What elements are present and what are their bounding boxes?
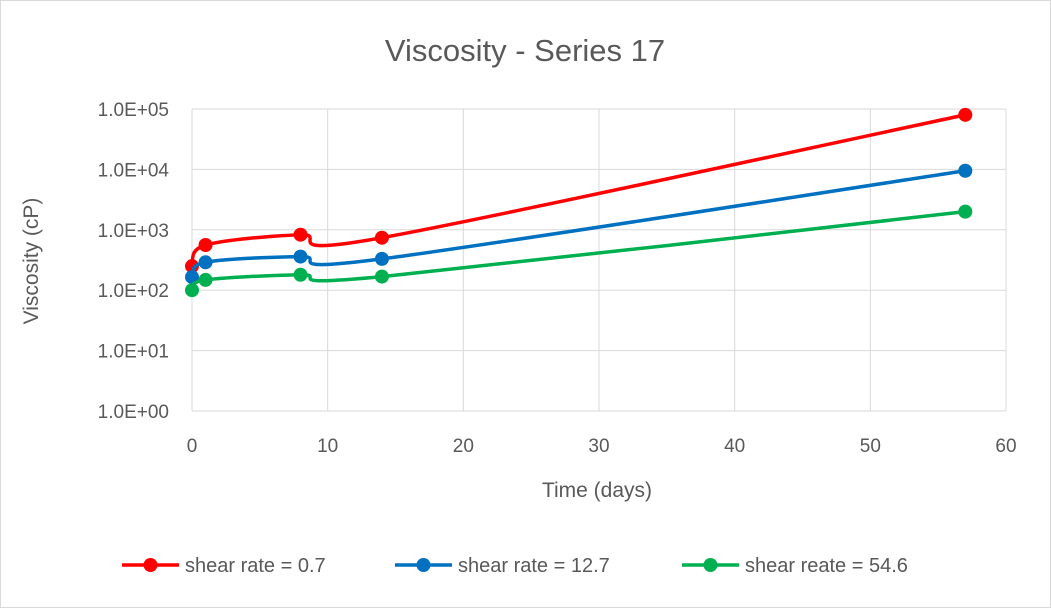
data-point: [198, 238, 213, 253]
legend-marker: [416, 558, 431, 572]
x-tick-label: 60: [995, 436, 1016, 457]
y-axis-ticks: 1.0E+00 1.0E+01 1.0E+02 1.0E+03 1.0E+04 1.0E+…: [98, 100, 170, 423]
data-point: [374, 230, 389, 245]
series-1: [185, 107, 973, 274]
data-point: [958, 163, 973, 178]
legend: shear rate = 0.7 shear rate = 12.7 shear r…: [122, 555, 908, 577]
data-point: [293, 227, 308, 242]
data-point: [198, 272, 213, 287]
legend-label: shear rate = 12.7: [458, 555, 610, 577]
data-point: [958, 107, 973, 122]
data-point: [185, 270, 199, 285]
series-line: [190, 113, 968, 268]
data-point: [185, 283, 199, 298]
legend-item: shear rate = 0.7: [122, 555, 326, 577]
y-tick-label: 1.0E+00: [98, 402, 169, 423]
x-axis-ticks: 0 10 20 30 40 50 60: [187, 436, 1017, 457]
legend-marker: [703, 558, 718, 572]
x-tick-label: 0: [187, 436, 198, 457]
series-layer: [185, 107, 973, 298]
y-tick-label: 1.0E+04: [98, 160, 170, 181]
y-tick-label: 1.0E+01: [98, 342, 169, 363]
legend-item: shear rate = 12.7: [395, 555, 610, 577]
series-line: [190, 209, 968, 292]
legend-label: shear reate = 54.6: [745, 555, 908, 577]
data-point: [374, 269, 389, 284]
y-tick-label: 1.0E+03: [98, 221, 169, 242]
y-axis-title: Viscosity (cP): [20, 198, 43, 325]
x-tick-label: 50: [860, 436, 881, 457]
x-tick-label: 30: [588, 436, 609, 457]
data-point: [293, 249, 308, 264]
legend-marker: [143, 558, 158, 572]
series-2: [185, 163, 973, 285]
series-3: [185, 204, 973, 298]
legend-label: shear rate = 0.7: [185, 555, 326, 577]
chart-title: Viscosity - Series 17: [385, 33, 665, 68]
y-tick-label: 1.0E+05: [98, 100, 169, 121]
x-tick-label: 20: [453, 436, 474, 457]
x-axis-title: Time (days): [542, 479, 652, 502]
data-point: [198, 255, 213, 270]
data-point: [958, 204, 973, 219]
data-point: [293, 267, 308, 282]
data-point: [185, 259, 199, 274]
data-point: [374, 251, 389, 266]
y-tick-label: 1.0E+02: [98, 281, 169, 302]
x-tick-label: 40: [724, 436, 745, 457]
legend-item: shear reate = 54.6: [682, 555, 908, 577]
gridlines: [191, 108, 1007, 412]
x-tick-label: 10: [317, 436, 338, 457]
